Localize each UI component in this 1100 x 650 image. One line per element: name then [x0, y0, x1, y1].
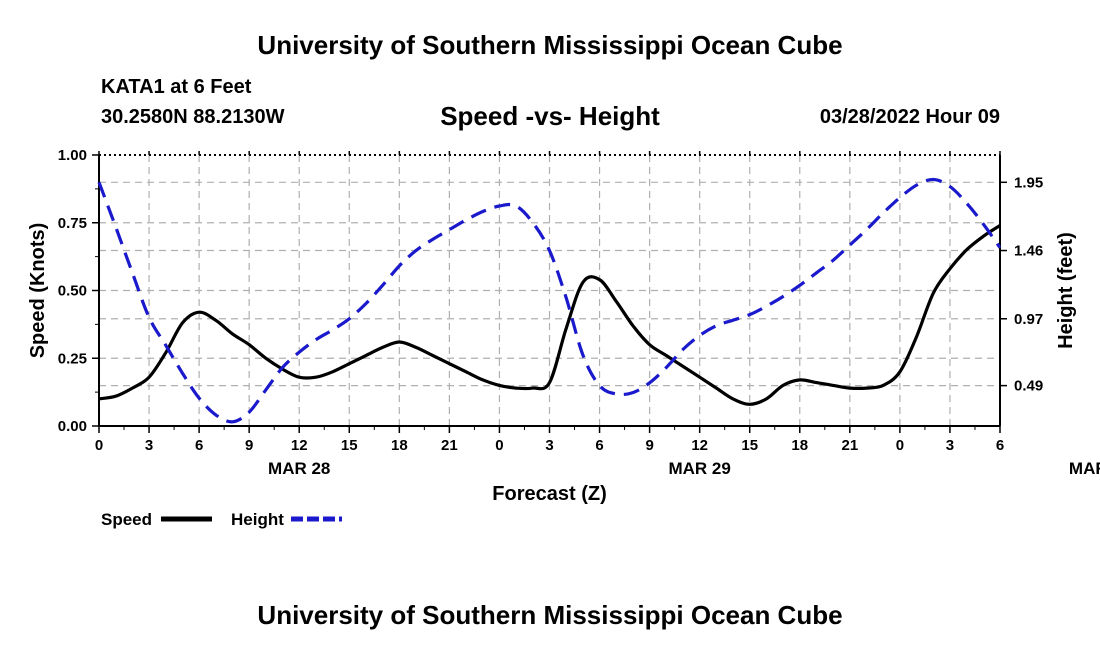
y2-tick-label: 1.46 — [1014, 243, 1043, 260]
y2-tick-label: 0.49 — [1014, 378, 1043, 395]
chart-subtitle: Speed -vs- Height — [440, 101, 660, 131]
x-tick-label: 15 — [341, 437, 358, 454]
grid — [99, 155, 1000, 426]
y-axis-label: Speed (Knots) — [27, 223, 49, 359]
footer-title: University of Southern Mississippi Ocean… — [257, 600, 843, 630]
y-tick-label: 0.75 — [58, 215, 87, 232]
x-tick-label: 9 — [645, 437, 653, 454]
legend-label-height: Height — [231, 510, 284, 529]
x-axis-label: Forecast (Z) — [492, 483, 606, 505]
y-tick-label: 1.00 — [58, 147, 87, 164]
date-label: MAR 30 — [1069, 459, 1100, 478]
x-tick-label: 0 — [896, 437, 904, 454]
x-tick-label: 6 — [195, 437, 203, 454]
x-tick-label: 0 — [495, 437, 503, 454]
y2-tick-label: 1.95 — [1014, 174, 1043, 191]
x-tick-label: 3 — [946, 437, 954, 454]
series-layer — [97, 177, 1002, 424]
main-title: University of Southern Mississippi Ocean… — [257, 30, 843, 60]
station-label: KATA1 at 6 Feet — [101, 76, 252, 98]
x-tick-label: 9 — [245, 437, 253, 454]
x-tick-label: 6 — [595, 437, 603, 454]
x-tick-label: 6 — [996, 437, 1004, 454]
x-tick-label: 21 — [441, 437, 458, 454]
y-tick-label: 0.50 — [58, 283, 87, 300]
datetime-label: 03/28/2022 Hour 09 — [819, 106, 1000, 128]
legend: Speed Height — [101, 510, 342, 529]
x-tick-label: 12 — [691, 437, 708, 454]
legend-label-speed: Speed — [101, 510, 152, 529]
y2-axis-label: Height (feet) — [1055, 232, 1077, 349]
x-tick-label: 0 — [95, 437, 103, 454]
series-line-height — [97, 177, 1002, 424]
x-tick-label: 12 — [291, 437, 308, 454]
series-line-speed — [98, 224, 1001, 406]
date-label: MAR 28 — [268, 459, 330, 478]
y2-tick-label: 0.97 — [1014, 311, 1043, 328]
x-tick-label: 21 — [841, 437, 858, 454]
x-tick-label: 3 — [145, 437, 153, 454]
date-label: MAR 29 — [668, 459, 730, 478]
axes: 0 3 6 9 12 15 18 21 0 3 6 9 12 15 18 21 0 3 6 MAR 28 MAR 29 M… — [27, 147, 1100, 505]
coordinates-label: 30.2580N 88.2130W — [101, 106, 285, 128]
x-tick-label: 15 — [741, 437, 758, 454]
y-tick-label: 0.25 — [58, 350, 87, 367]
y-tick-label: 0.00 — [58, 418, 87, 435]
x-tick-label: 18 — [791, 437, 808, 454]
x-tick-label: 3 — [545, 437, 553, 454]
x-tick-label: 18 — [391, 437, 408, 454]
